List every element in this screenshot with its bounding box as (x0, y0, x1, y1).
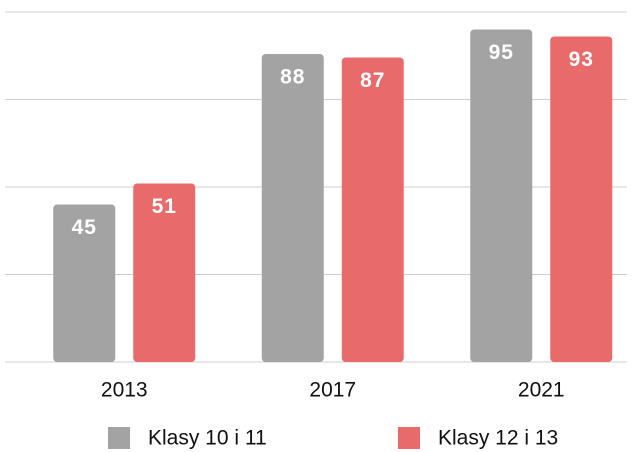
value-label: 87 (360, 69, 385, 92)
bar (550, 36, 613, 362)
legend-label: Klasy 10 i 11 (148, 427, 267, 450)
legend-swatch (398, 427, 420, 449)
x-tick-label: 2013 (101, 379, 148, 402)
x-tick-label: 2017 (309, 379, 356, 402)
legend-label: Klasy 12 i 13 (438, 427, 558, 450)
value-label: 45 (72, 216, 97, 239)
value-label: 95 (489, 41, 514, 64)
value-label: 88 (280, 66, 305, 89)
legend-swatch (108, 427, 130, 449)
bar (341, 57, 404, 362)
value-label: 51 (152, 195, 177, 218)
x-tick-label: 2021 (518, 379, 565, 402)
bar (53, 204, 116, 362)
bar (261, 54, 324, 362)
bar (133, 183, 196, 362)
value-label: 93 (569, 48, 594, 71)
bar (470, 29, 533, 362)
